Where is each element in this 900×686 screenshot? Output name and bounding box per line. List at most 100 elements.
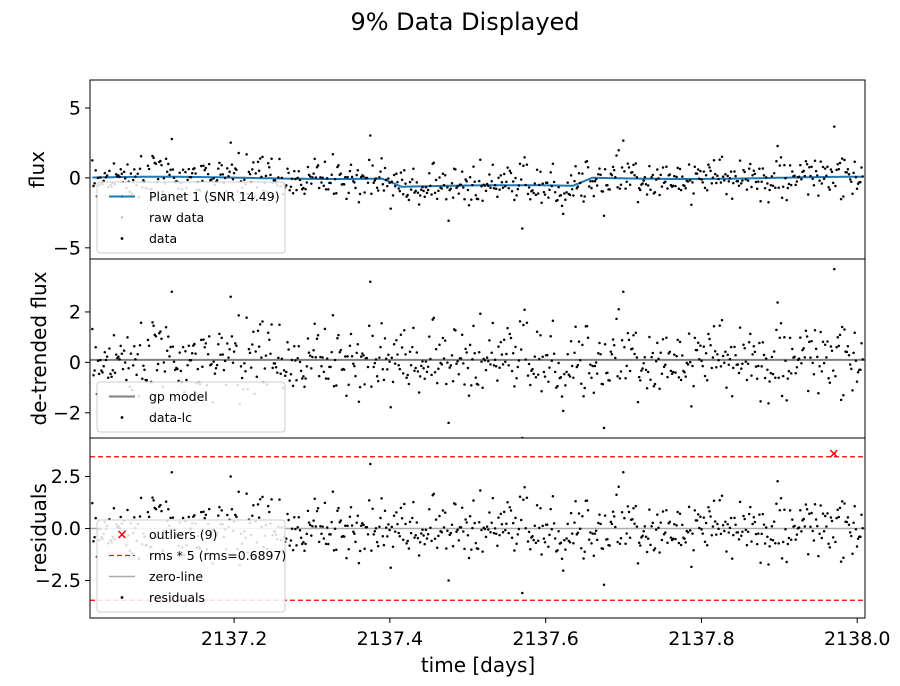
data-point: [403, 502, 406, 506]
data-point: [825, 525, 828, 528]
data-point: [488, 173, 491, 176]
data-point: [657, 357, 660, 361]
data-point: [625, 364, 628, 368]
data-point: [514, 176, 517, 180]
data-point: [687, 332, 691, 335]
data-point: [288, 188, 291, 192]
data-point: [347, 191, 350, 195]
data-point: [524, 183, 527, 187]
data-point: [751, 353, 754, 356]
data-point: [839, 560, 843, 563]
data-point: [631, 517, 634, 521]
data-point: [549, 507, 552, 511]
data-point: [761, 512, 765, 516]
data-point: [791, 170, 794, 173]
data-point: [181, 168, 185, 172]
data-point: [542, 370, 546, 374]
data-point: [400, 178, 404, 182]
data-point: [781, 374, 785, 378]
data-point: [687, 505, 691, 509]
data-point: [812, 539, 816, 542]
data-point: [746, 362, 750, 365]
data-point: [820, 182, 824, 185]
data-point: [710, 534, 714, 537]
data-point: [398, 367, 402, 371]
data-point: [612, 168, 616, 172]
data-point: [371, 164, 374, 167]
data-point: [459, 183, 463, 187]
data-point: [755, 187, 759, 190]
legend-handle-marker: [120, 216, 124, 219]
data-point: [456, 528, 459, 531]
data-point: [563, 539, 566, 542]
data-point: [280, 357, 284, 360]
data-point: [441, 509, 445, 512]
data-point: [119, 168, 122, 171]
data-point: [839, 398, 843, 402]
data-point: [830, 349, 834, 353]
data-point: [626, 331, 630, 335]
data-point: [664, 180, 667, 183]
data-point: [615, 317, 618, 321]
data-point: [543, 541, 547, 544]
data-point: [429, 184, 432, 187]
data-point: [522, 164, 525, 168]
data-point: [787, 536, 791, 540]
data-point: [635, 356, 639, 359]
data-point: [494, 187, 498, 190]
data-point: [743, 517, 746, 521]
data-point: [660, 538, 664, 542]
data-point: [212, 360, 215, 363]
data-point: [420, 364, 423, 368]
data-point: [288, 379, 291, 382]
data-point: [787, 182, 791, 186]
data-point: [654, 359, 658, 363]
data-point: [627, 166, 631, 169]
data-point: [285, 370, 288, 374]
data-point: [632, 163, 635, 167]
data-point: [673, 522, 676, 526]
data-point: [677, 187, 681, 191]
data-point: [329, 365, 332, 369]
data-point: [543, 193, 547, 196]
data-point: [285, 537, 288, 540]
data-point: [718, 324, 721, 327]
data-point: [279, 372, 282, 376]
data-point: [751, 174, 754, 177]
data-point: [854, 527, 858, 531]
data-point: [391, 380, 395, 384]
data-point: [581, 514, 584, 518]
data-point: [845, 350, 849, 354]
data-point: [698, 526, 701, 530]
data-point: [474, 541, 478, 545]
data-point: [369, 134, 372, 137]
data-point: [464, 178, 467, 181]
data-point: [673, 353, 676, 356]
data-point: [352, 362, 355, 366]
data-point: [845, 171, 849, 174]
data-point: [724, 173, 727, 176]
data-point: [463, 383, 466, 386]
data-point: [660, 372, 664, 376]
data-point: [580, 194, 583, 197]
data-point: [829, 168, 833, 171]
data-point: [409, 188, 413, 191]
data-point: [445, 197, 448, 201]
data-point: [669, 369, 673, 373]
data-point: [430, 193, 433, 196]
data-point: [226, 513, 229, 517]
data-point: [654, 178, 658, 181]
y-tick-label: 0: [69, 167, 81, 189]
data-point: [618, 377, 622, 380]
data-point: [354, 186, 357, 190]
data-point: [856, 537, 860, 541]
data-point: [708, 510, 711, 513]
data-point: [154, 507, 158, 511]
data-point: [547, 196, 550, 199]
data-point: [624, 542, 627, 545]
data-point: [313, 497, 316, 500]
data-point: [471, 526, 474, 530]
y-tick-label: 0: [69, 352, 81, 374]
data-point: [713, 350, 717, 353]
data-point: [109, 372, 112, 376]
